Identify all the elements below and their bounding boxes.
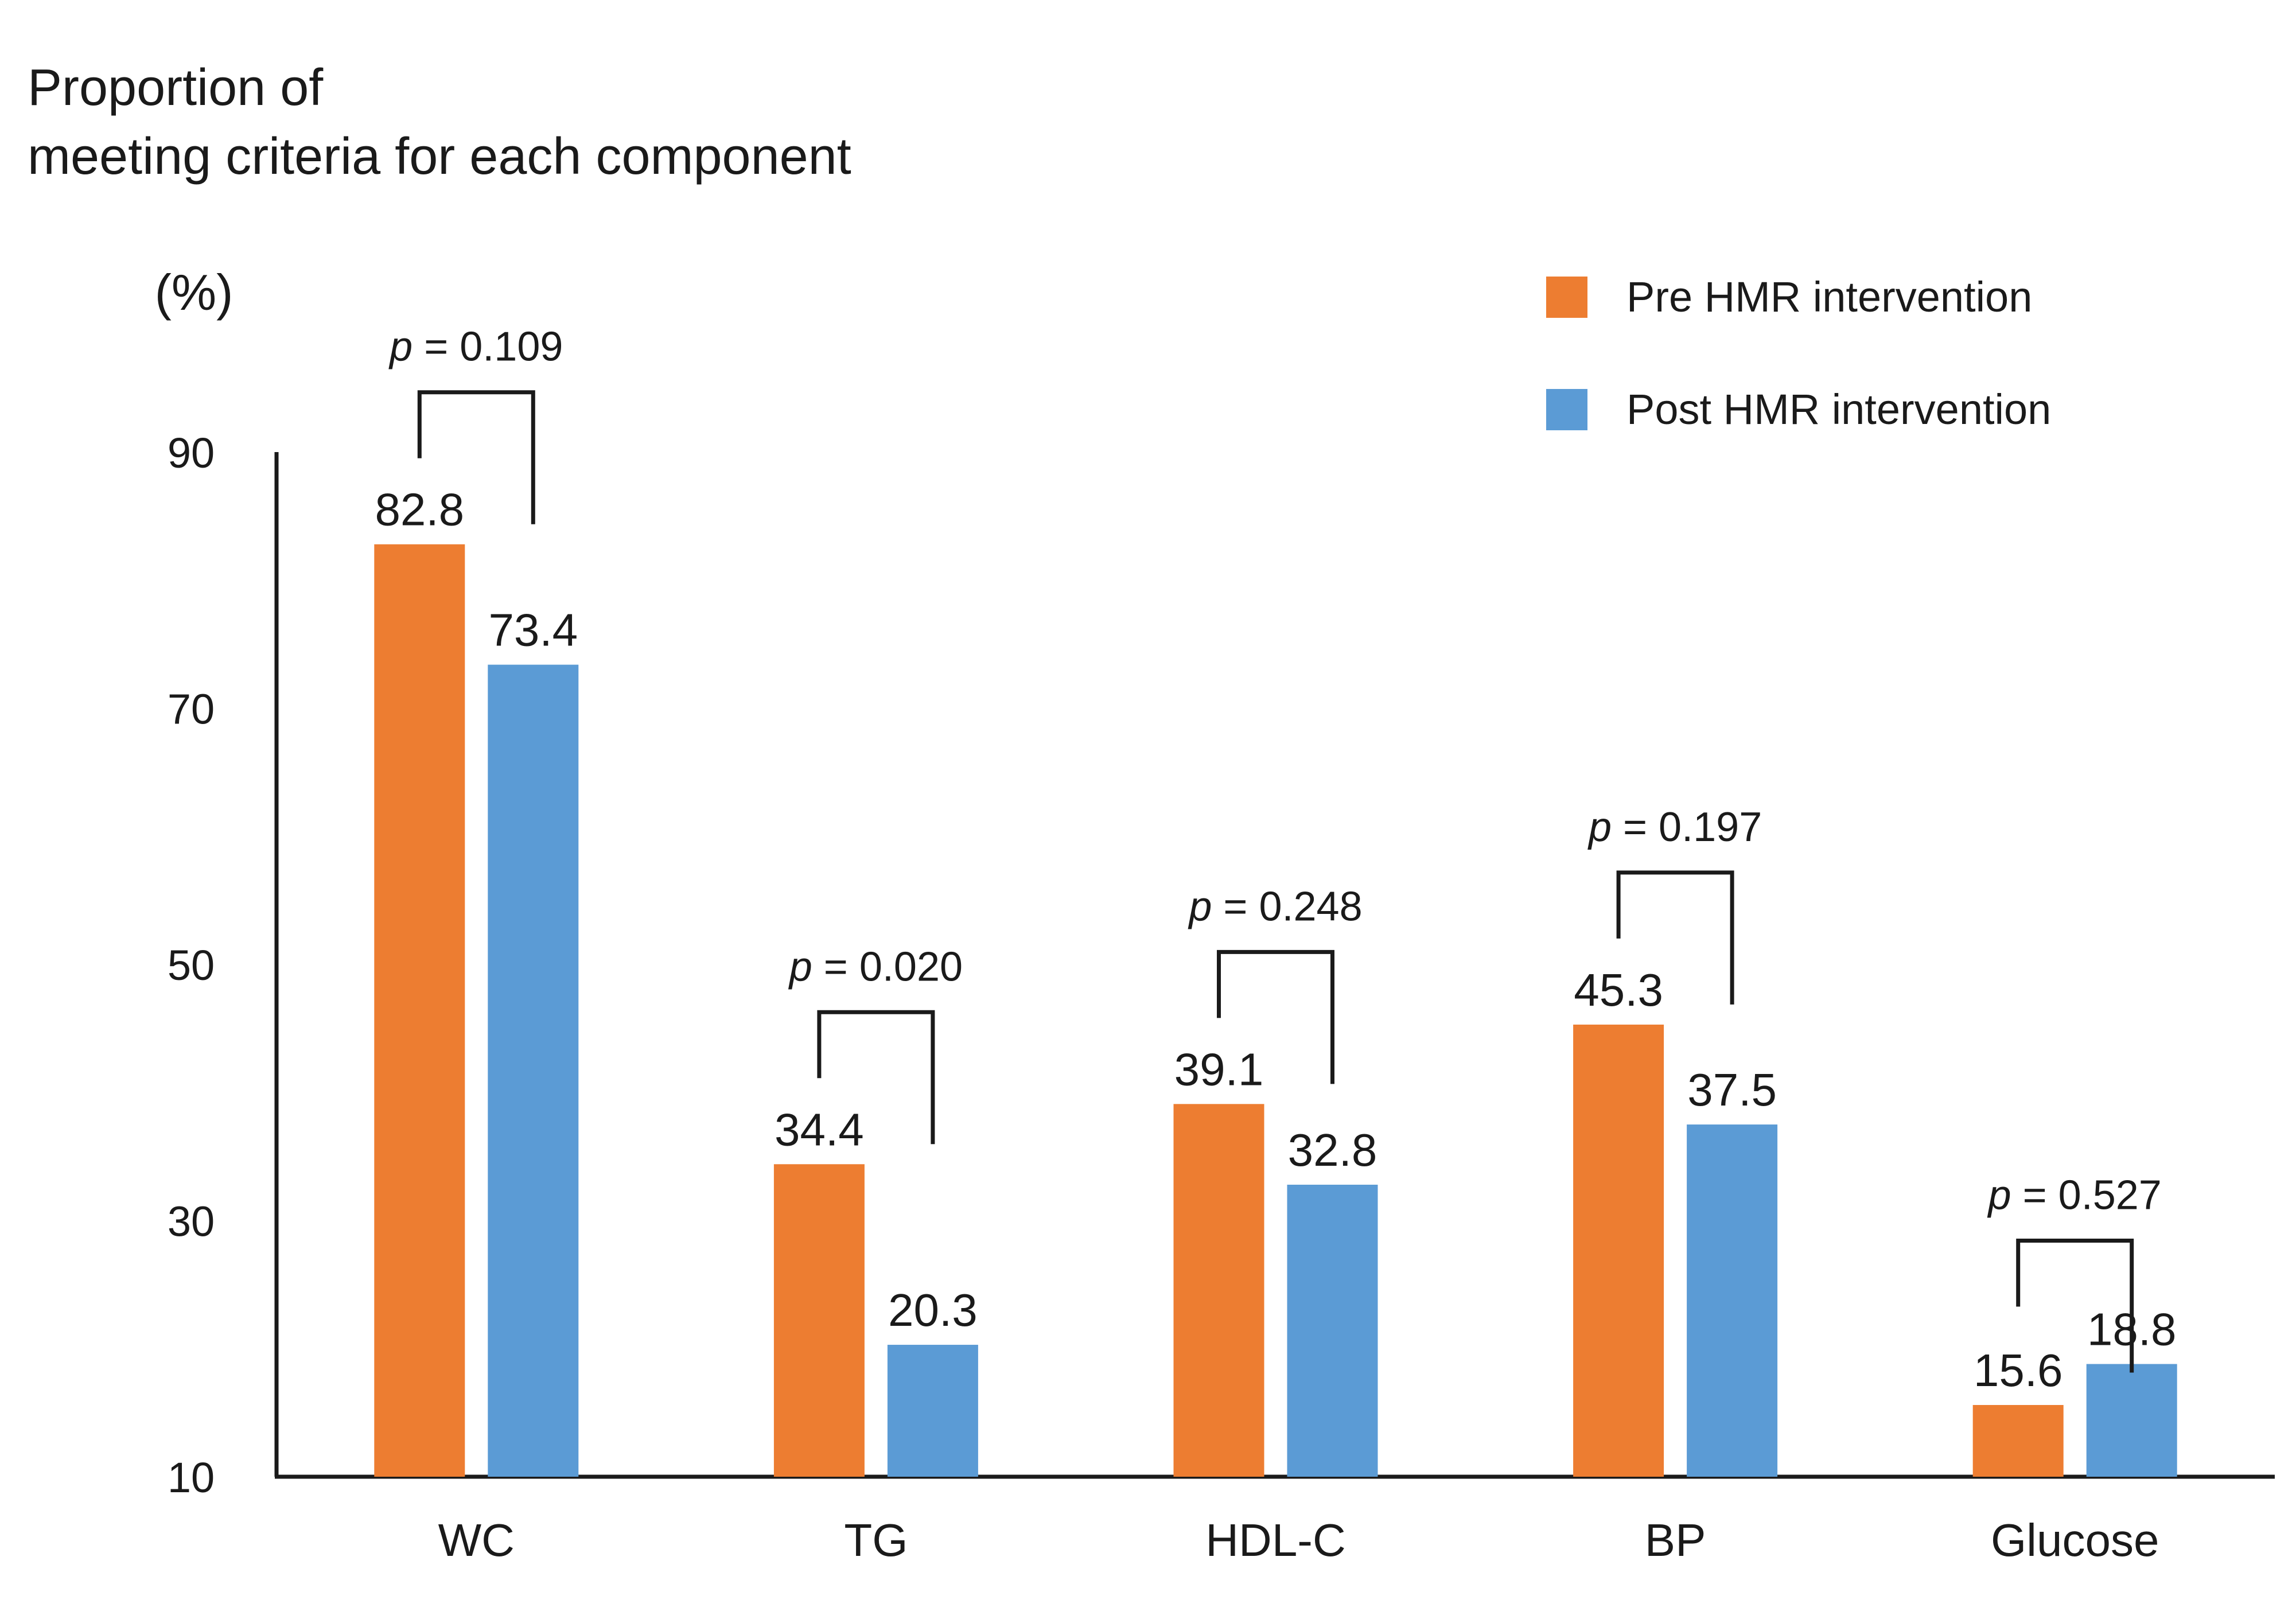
p-value-label-tg: p = 0.020: [788, 944, 963, 990]
p-value-label-bp: p = 0.197: [1587, 804, 1762, 850]
significance-bracket-hdl-c: [1217, 949, 1334, 1084]
x-tick-label-wc: WC: [438, 1515, 515, 1566]
data-label-pre-glucose: 15.6: [1974, 1345, 2063, 1396]
p-value-text: = 0.109: [412, 324, 563, 370]
significance-bracket-wc: [417, 390, 535, 524]
legend-swatch-pre: [1546, 276, 1587, 318]
data-label-pre-wc: 82.8: [375, 484, 464, 535]
significance-bracket-glucose: [2016, 1239, 2134, 1373]
legend-label-post: Post HMR intervention: [1626, 386, 2052, 433]
y-tick-label: 10: [168, 1454, 215, 1501]
data-label-pre-bp: 45.3: [1574, 964, 1663, 1015]
y-tick-label: 90: [168, 429, 215, 477]
x-tick-label-tg: TG: [844, 1515, 908, 1566]
data-label-pre-hdl-c: 39.1: [1174, 1044, 1264, 1095]
p-symbol: p: [1188, 884, 1212, 929]
p-value-text: = 0.527: [2011, 1173, 2162, 1219]
legend-item-post: Post HMR intervention: [1546, 385, 2051, 434]
bar-pre-hdl-c: [1173, 1104, 1264, 1477]
chart-title-line-2: meeting criteria for each component: [28, 128, 851, 185]
data-label-post-tg: 20.3: [888, 1285, 978, 1336]
p-value-label-wc: p = 0.109: [388, 324, 563, 370]
bar-post-tg: [887, 1345, 978, 1477]
y-tick-label: 30: [168, 1198, 215, 1246]
bar-pre-glucose: [1972, 1404, 2064, 1477]
bar-post-hdl-c: [1287, 1184, 1378, 1477]
x-tick-label-glucose: Glucose: [1991, 1515, 2159, 1566]
bar-post-wc: [488, 664, 579, 1477]
bar-post-glucose: [2086, 1364, 2177, 1477]
p-symbol: p: [1587, 804, 1612, 850]
p-value-label-glucose: p = 0.527: [1987, 1173, 2162, 1219]
significance-bracket-bp: [1616, 870, 1734, 1005]
p-symbol: p: [1987, 1173, 2011, 1219]
bar-pre-tg: [773, 1164, 865, 1477]
y-axis-label: (%): [155, 264, 234, 321]
legend-label-pre: Pre HMR intervention: [1626, 273, 2033, 321]
data-label-pre-tg: 34.4: [775, 1104, 864, 1155]
bar-pre-wc: [374, 544, 465, 1477]
bar-post-bp: [1687, 1124, 1778, 1477]
chart-title-line-1: Proportion of: [28, 59, 324, 116]
p-value-text: = 0.020: [812, 944, 963, 990]
x-tick-label-hdl-c: HDL-C: [1205, 1515, 1345, 1566]
p-value-text: = 0.248: [1212, 884, 1362, 929]
data-label-post-bp: 37.5: [1687, 1064, 1777, 1115]
legend-swatch-post: [1546, 388, 1587, 430]
data-label-post-wc: 73.4: [488, 605, 578, 656]
bar-pre-bp: [1573, 1024, 1664, 1477]
p-symbol: p: [388, 324, 412, 370]
y-tick-label: 50: [168, 941, 215, 989]
legend-item-pre: Pre HMR intervention: [1546, 273, 2032, 321]
data-label-post-hdl-c: 32.8: [1288, 1124, 1377, 1176]
p-value-label-hdl-c: p = 0.248: [1188, 884, 1362, 929]
p-value-text: = 0.197: [1612, 804, 1762, 850]
y-tick-label: 70: [168, 686, 215, 733]
significance-bracket-tg: [817, 1010, 935, 1145]
x-tick-label-bp: BP: [1645, 1515, 1706, 1566]
p-symbol: p: [788, 944, 812, 990]
